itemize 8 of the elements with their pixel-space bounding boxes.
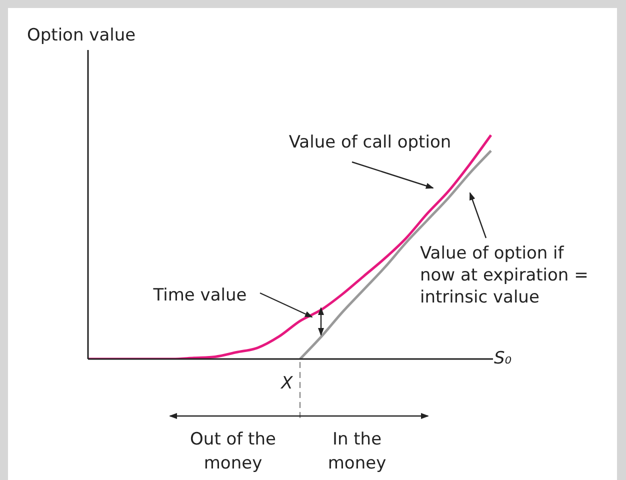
text: X — [280, 373, 294, 394]
series-label: Value of option if now at expiration = intrinsic value — [420, 243, 588, 308]
x-axis-title: S₀ — [494, 348, 512, 368]
text: Out of the money — [190, 429, 276, 474]
series-label: Value of call option — [288, 132, 452, 152]
text: In the money — [328, 429, 386, 474]
annotation: Time value — [152, 285, 247, 306]
text: Option value — [27, 25, 136, 46]
